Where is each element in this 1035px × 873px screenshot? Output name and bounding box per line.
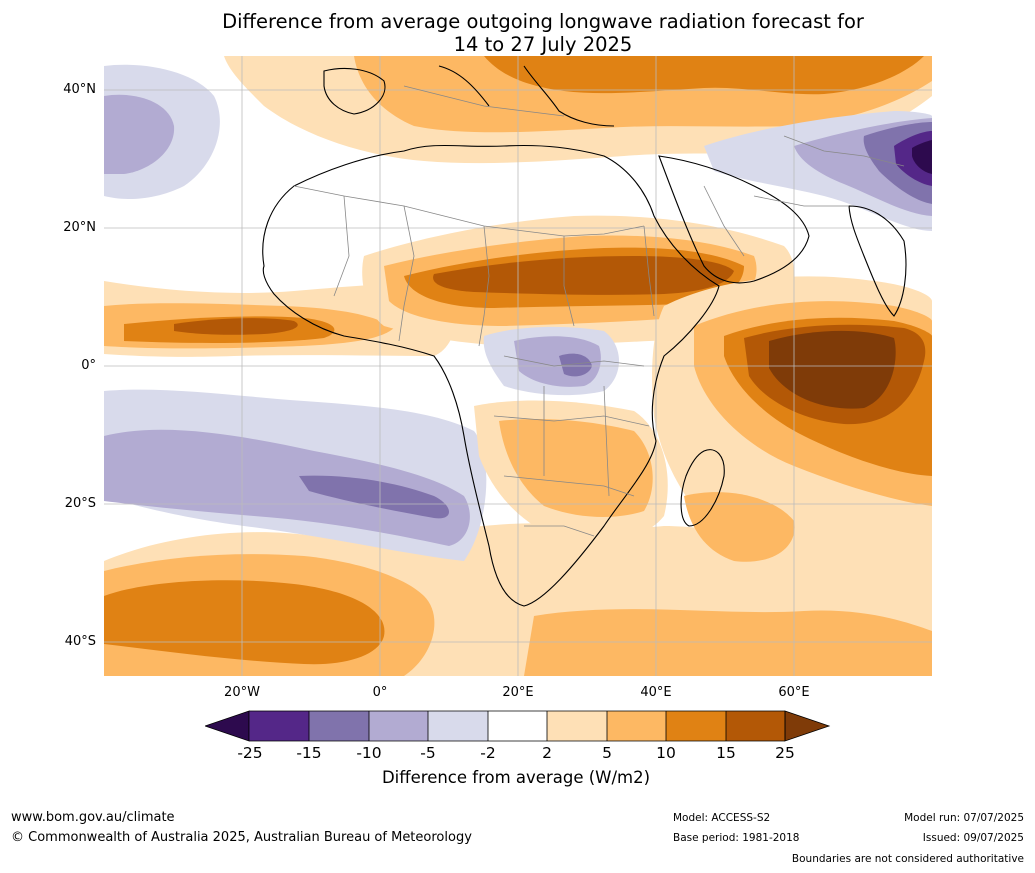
anomaly-asia-extreme [912, 140, 932, 174]
lat-label-20n: 20°N [63, 220, 96, 235]
footer-base-period: Base period: 1981-2018 [673, 832, 800, 844]
footer-model: Model: ACCESS-S2 [673, 812, 771, 824]
colorbar-tick: -15 [296, 744, 322, 762]
anomaly-sahel-core [433, 256, 734, 295]
anomaly-natl-mid [104, 94, 175, 174]
colorbar-tick: -25 [237, 744, 263, 762]
footer-copyright: © Commonwealth of Australia 2025, Austra… [11, 830, 472, 845]
colorbar-label: Difference from average (W/m2) [381, 768, 651, 787]
lon-label-20e: 20°E [502, 685, 534, 700]
anomaly-satl-strong [299, 475, 449, 519]
lon-label-60e: 60°E [778, 685, 810, 700]
colorbar-tick: 25 [775, 744, 795, 762]
lon-label-20w: 20°W [224, 685, 260, 700]
title-line-2: 14 to 27 July 2025 [453, 33, 633, 56]
colorbar-bin-5 [488, 711, 547, 741]
colorbar-tick: 2 [542, 744, 552, 762]
anomaly-io-extreme [769, 330, 896, 409]
colorbar-tick: -5 [420, 744, 436, 762]
footer-model-run: Model run: 07/07/2025 [904, 812, 1024, 824]
anomaly-map [104, 56, 932, 676]
footer-disclaimer: Boundaries are not considered authoritat… [791, 853, 1024, 865]
colorbar-bin-2 [309, 711, 369, 741]
coast-madagascar [680, 449, 725, 527]
footer-issued: Issued: 09/07/2025 [922, 832, 1024, 844]
chart-title: Difference from average outgoing longwav… [104, 10, 982, 56]
coast-italy-balkans [438, 65, 615, 127]
anomaly-satl-mid [104, 429, 470, 546]
lon-label-40e: 40°E [640, 685, 672, 700]
coastlines [262, 65, 907, 607]
anomaly-fields [104, 56, 932, 676]
map-panel [104, 56, 932, 676]
colorbar-bin-4 [428, 711, 488, 741]
title-line-1: Difference from average outgoing longwav… [222, 10, 864, 33]
colorbar-bin-6 [547, 711, 607, 741]
anomaly-med-strong [484, 56, 924, 95]
footer-website: www.bom.gov.au/climate [11, 810, 175, 825]
coast-iberia [323, 67, 386, 115]
anomaly-south-belt-east [524, 609, 932, 676]
colorbar-extend-low [205, 710, 250, 742]
coast-india [848, 205, 907, 317]
colorbar-tick: 15 [716, 744, 736, 762]
anomaly-south-belt-strong [104, 580, 385, 665]
anomaly-safr-mid [499, 419, 653, 518]
coast-africa [262, 144, 720, 607]
colorbar-bin-7 [607, 711, 666, 741]
lat-label-0: 0° [81, 358, 96, 373]
colorbar-tick: 5 [602, 744, 612, 762]
lon-label-0: 0° [372, 685, 388, 700]
colorbar-tick: -10 [356, 744, 382, 762]
anomaly-eqatl-core [174, 318, 298, 335]
colorbar-tick: -2 [480, 744, 496, 762]
colorbar-dividers [248, 710, 786, 742]
colorbar-bin-8 [666, 711, 726, 741]
anomaly-madagascar [684, 492, 795, 562]
colorbar-tick: 10 [656, 744, 676, 762]
colorbar-bin-1 [249, 711, 309, 741]
country-boundaries [293, 85, 905, 537]
lat-label-40s: 40°S [64, 634, 96, 649]
colorbar-bin-9 [726, 711, 785, 741]
colorbar-extend-high [784, 710, 831, 742]
lat-label-40n: 40°N [63, 82, 96, 97]
graticule [104, 56, 932, 676]
anomaly-cafr-strong [559, 353, 592, 377]
colorbar [205, 710, 831, 742]
coast-arabia [658, 155, 810, 284]
lat-label-20s: 20°S [64, 496, 96, 511]
colorbar-bin-3 [369, 711, 428, 741]
